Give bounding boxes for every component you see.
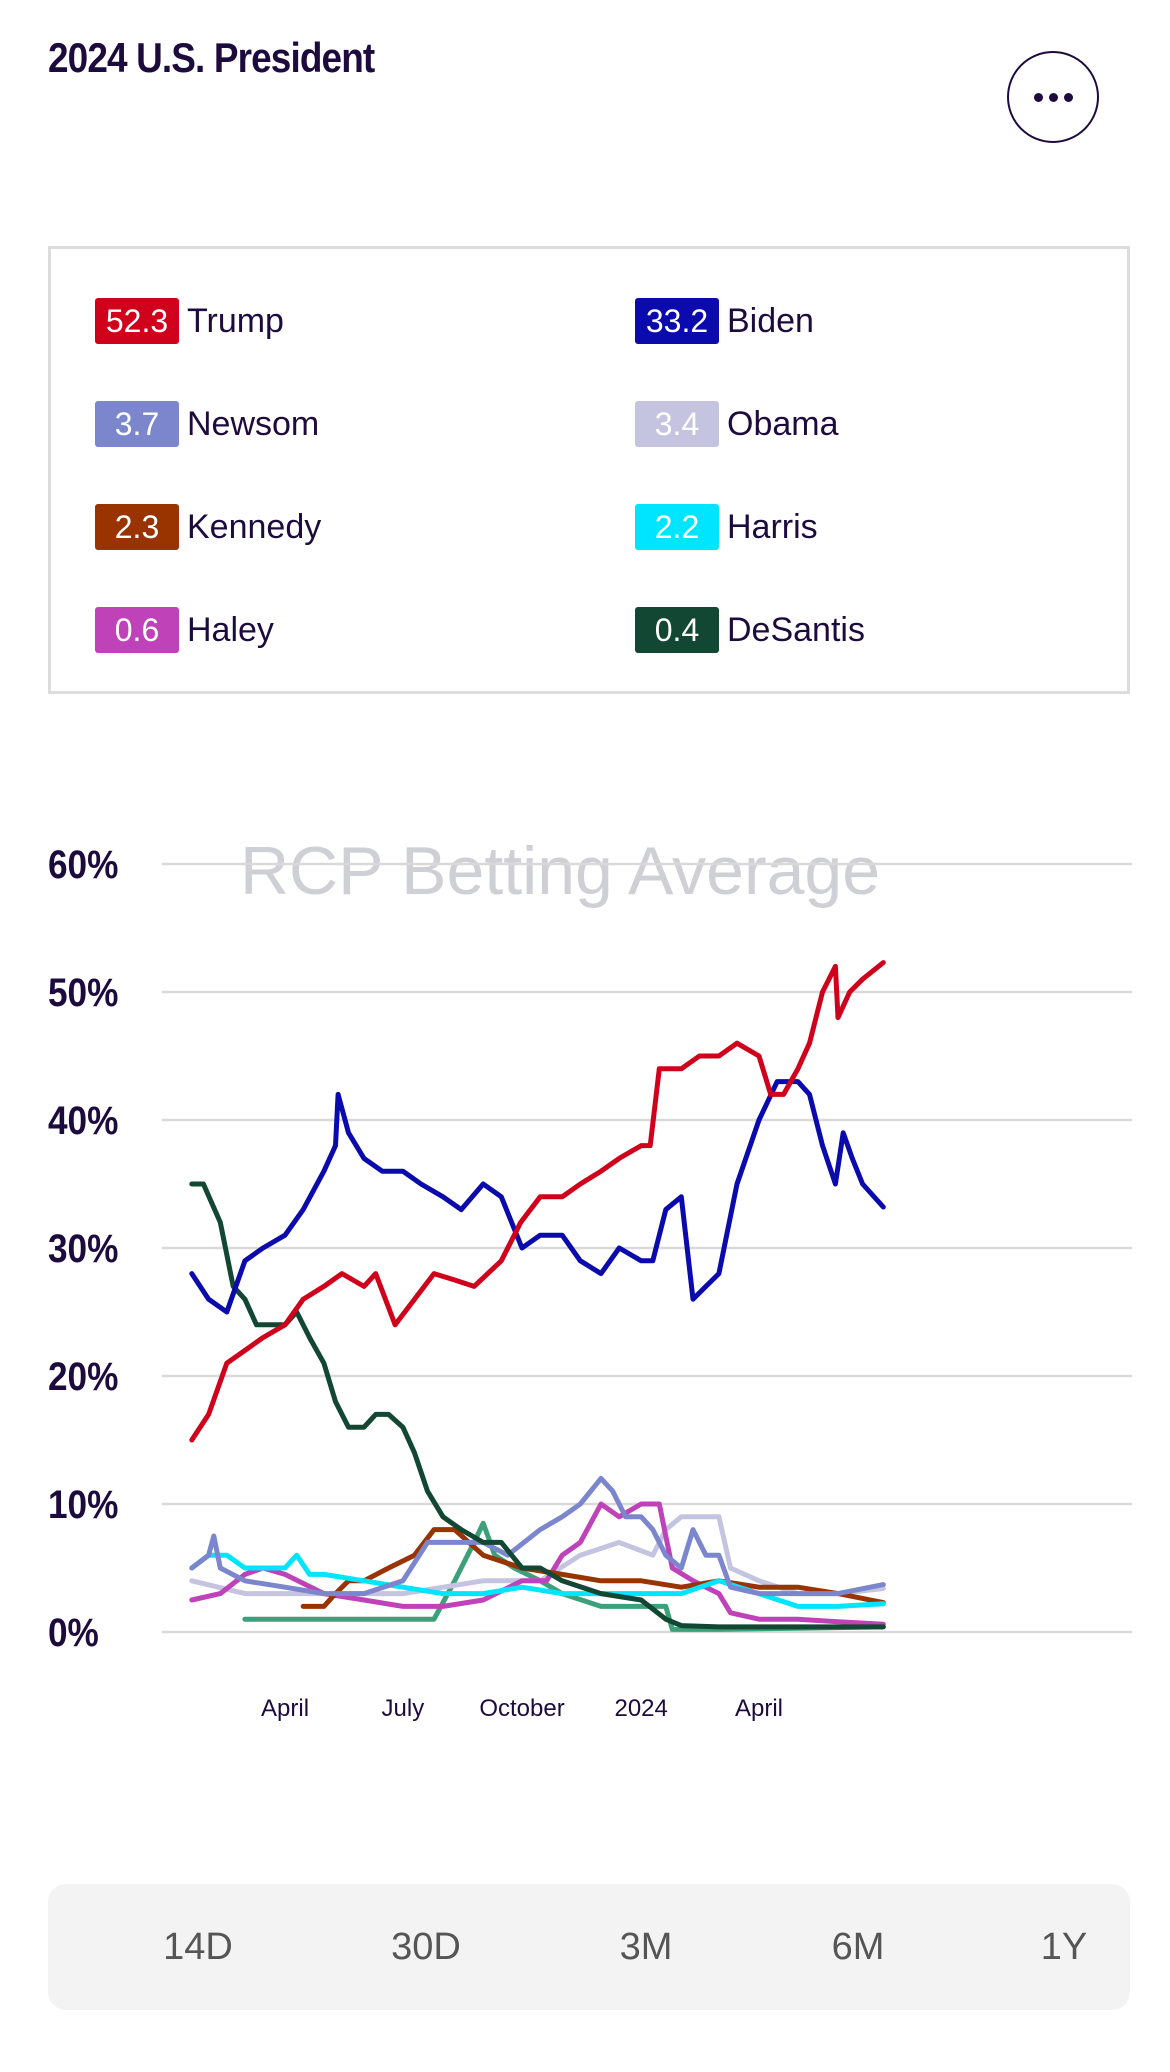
tab-14d[interactable]: 14D — [163, 1925, 233, 1968]
legend-item[interactable]: 2.2 Harris — [635, 503, 818, 551]
more-dot-icon — [1063, 92, 1073, 102]
chart-grid — [162, 862, 1132, 1634]
legend-name: Haley — [187, 610, 274, 649]
legend-item[interactable]: 3.4 Obama — [635, 400, 839, 448]
tab-30d[interactable]: 30D — [391, 1925, 461, 1968]
x-tick-label: April — [261, 1695, 309, 1722]
legend-name: Harris — [727, 507, 818, 546]
legend-item[interactable]: 0.6 Haley — [95, 606, 274, 654]
y-tick-label: 30% — [48, 1226, 118, 1271]
legend-value-badge: 2.2 — [635, 504, 719, 550]
y-tick-label: 10% — [48, 1482, 118, 1527]
series-line-newsom — [189, 1475, 886, 1597]
legend-value-badge: 33.2 — [635, 298, 719, 344]
legend-item[interactable]: 33.2 Biden — [635, 297, 814, 345]
y-axis-ticks: 60% 50% 40% 30% 20% 10% 0% — [48, 842, 118, 1655]
more-dot-icon — [1033, 92, 1043, 102]
chart-series — [189, 960, 886, 1632]
candidate-legend: 52.3 Trump 33.2 Biden 3.7 Newsom 3.4 Oba… — [48, 246, 1130, 694]
legend-value-badge: 2.3 — [95, 504, 179, 550]
series-line-desantis — [189, 1181, 886, 1630]
series-line-haley — [189, 1501, 886, 1627]
more-dot-icon — [1048, 92, 1058, 102]
legend-item[interactable]: 0.4 DeSantis — [635, 606, 865, 654]
tab-3m[interactable]: 3M — [619, 1925, 673, 1968]
legend-item[interactable]: 2.3 Kennedy — [95, 503, 321, 551]
y-tick-label: 20% — [48, 1354, 118, 1399]
legend-name: Kennedy — [187, 507, 322, 546]
chart-watermark: RCP Betting Average — [240, 833, 880, 909]
y-tick-label: 50% — [48, 970, 118, 1015]
x-axis-ticks: April July October 2024 April — [261, 1695, 783, 1722]
legend-name: Trump — [187, 301, 284, 340]
x-tick-label: October — [479, 1695, 564, 1722]
tab-1y[interactable]: 1Y — [1040, 1925, 1088, 1968]
x-tick-label: 2024 — [614, 1695, 667, 1722]
x-tick-label: April — [735, 1695, 783, 1722]
legend-value-badge: 0.4 — [635, 607, 719, 653]
time-range-selector: 14D 30D 3M 6M 1Y — [48, 1884, 1130, 2010]
series-line-biden — [189, 1079, 886, 1315]
legend-item[interactable]: 3.7 Newsom — [95, 400, 319, 448]
y-tick-label: 40% — [48, 1098, 118, 1143]
legend-name: Obama — [727, 404, 839, 443]
page-title: 2024 U.S. President — [48, 34, 375, 81]
legend-name: Biden — [727, 301, 814, 340]
y-tick-label: 60% — [48, 842, 118, 887]
legend-item[interactable]: 52.3 Trump — [95, 297, 284, 345]
legend-value-badge: 52.3 — [95, 298, 179, 344]
legend-value-badge: 3.7 — [95, 401, 179, 447]
tab-6m[interactable]: 6M — [831, 1925, 885, 1968]
legend-name: DeSantis — [727, 610, 865, 649]
y-tick-label: 0% — [48, 1610, 99, 1655]
legend-value-badge: 3.4 — [635, 401, 719, 447]
legend-value-badge: 0.6 — [95, 607, 179, 653]
betting-average-chart: RCP Betting Average 60% 50% 40% 30% 20% 10% 0%… — [48, 833, 1132, 1722]
series-line-trump — [189, 960, 886, 1443]
legend-name: Newsom — [187, 404, 320, 443]
x-tick-label: July — [382, 1695, 425, 1722]
more-options-button[interactable] — [1007, 51, 1099, 143]
